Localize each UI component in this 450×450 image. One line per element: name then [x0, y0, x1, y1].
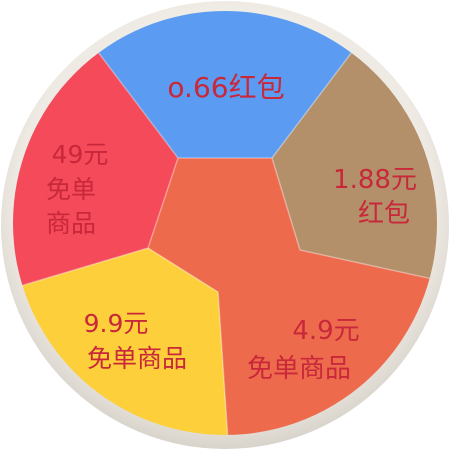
label-line: 商品 [46, 209, 96, 238]
label-line: 免单 [46, 175, 96, 204]
label-line: 免单商品 [247, 354, 351, 384]
segment-label-188-hongbao: 1.88元 红包 [333, 165, 417, 229]
segment-label-99-free: 9.9元 免单商品 [84, 309, 187, 373]
segment-label-066-hongbao: o.66红包 [167, 71, 284, 104]
label-line: 4.9元 [292, 316, 359, 346]
segment-label-49-free: 4.9元 免单商品 [247, 316, 360, 384]
label-line: 1.88元 [333, 165, 417, 195]
segment-066-hongbao[interactable] [95, 0, 355, 223]
label-line: 49元 [52, 140, 109, 169]
label-line: 9.9元 [84, 309, 149, 338]
label-line: o.66红包 [167, 71, 284, 104]
label-line: 红包 [358, 199, 410, 229]
segment-dividers [13, 47, 437, 435]
label-line: 免单商品 [87, 344, 187, 373]
segment-label-49yuan-free: 49元 免单 商品 [46, 140, 108, 238]
